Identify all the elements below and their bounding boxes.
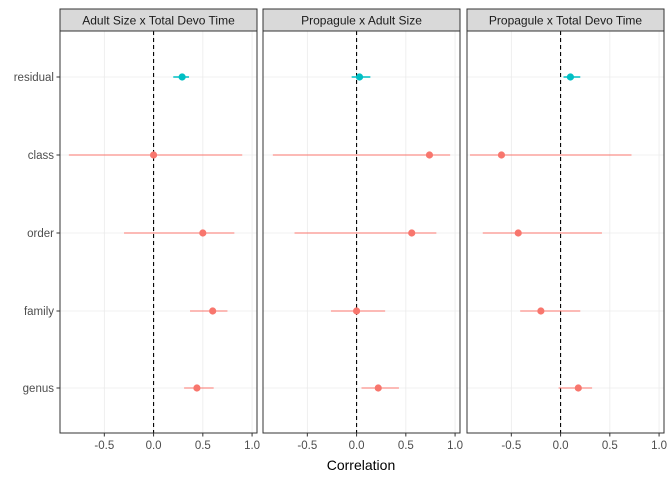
point-order — [514, 229, 522, 237]
point-residual — [566, 73, 575, 81]
x-tick-label: 0.0 — [349, 440, 365, 452]
panel-title: Propagule x Total Devo Time — [489, 14, 643, 28]
x-tick-label: 0.5 — [398, 440, 414, 452]
point-residual — [355, 73, 364, 81]
point-family — [537, 307, 545, 315]
x-tick-label: 1.0 — [244, 440, 260, 452]
point-class — [497, 151, 506, 159]
point-residual — [178, 73, 186, 81]
panel-3: Propagule x Total Devo Time -0.5 0.0 0.5 1.0 — [466, 8, 667, 452]
point-genus — [574, 384, 582, 392]
x-tick-label: 1.0 — [651, 440, 667, 452]
point-genus — [374, 384, 382, 392]
panel-border — [262, 30, 461, 434]
panel-title: Propagule x Adult Size — [301, 14, 422, 28]
panel-background — [60, 31, 257, 433]
y-tick-label-residual: residual — [14, 72, 54, 84]
x-tick-label: 0.5 — [602, 440, 618, 452]
x-tick-label: 0.5 — [195, 440, 211, 452]
point-class — [149, 151, 158, 159]
x-tick-label: 1.0 — [447, 440, 463, 452]
point-family — [352, 307, 361, 315]
panel-2: Propagule x Adult Size -0.5 0.0 0.5 1.0 — [262, 8, 463, 452]
x-tick-label: -0.5 — [94, 440, 114, 452]
panel-background — [467, 31, 664, 433]
point-genus — [193, 384, 201, 392]
point-order — [408, 229, 416, 237]
point-family — [209, 307, 217, 315]
panel-background — [263, 31, 460, 433]
x-tick-label: 0.0 — [553, 440, 569, 452]
y-tick-label-order: order — [27, 228, 54, 240]
panel-1: Adult Size x Total Devo Time -0.5 0.0 0.5 1.… — [59, 8, 260, 452]
x-tick-label: -0.5 — [501, 440, 521, 452]
y-tick-label-class: class — [28, 150, 54, 162]
panel-border — [466, 30, 665, 434]
y-tick-label-family: family — [24, 306, 54, 318]
point-class — [425, 151, 434, 159]
x-axis-title: Correlation — [327, 457, 395, 473]
point-order — [199, 229, 207, 237]
x-tick-label: -0.5 — [297, 440, 317, 452]
y-tick-label-genus: genus — [23, 383, 55, 395]
panel-border — [59, 30, 258, 434]
x-tick-label: 0.0 — [146, 440, 162, 452]
panel-title: Adult Size x Total Devo Time — [82, 14, 235, 28]
